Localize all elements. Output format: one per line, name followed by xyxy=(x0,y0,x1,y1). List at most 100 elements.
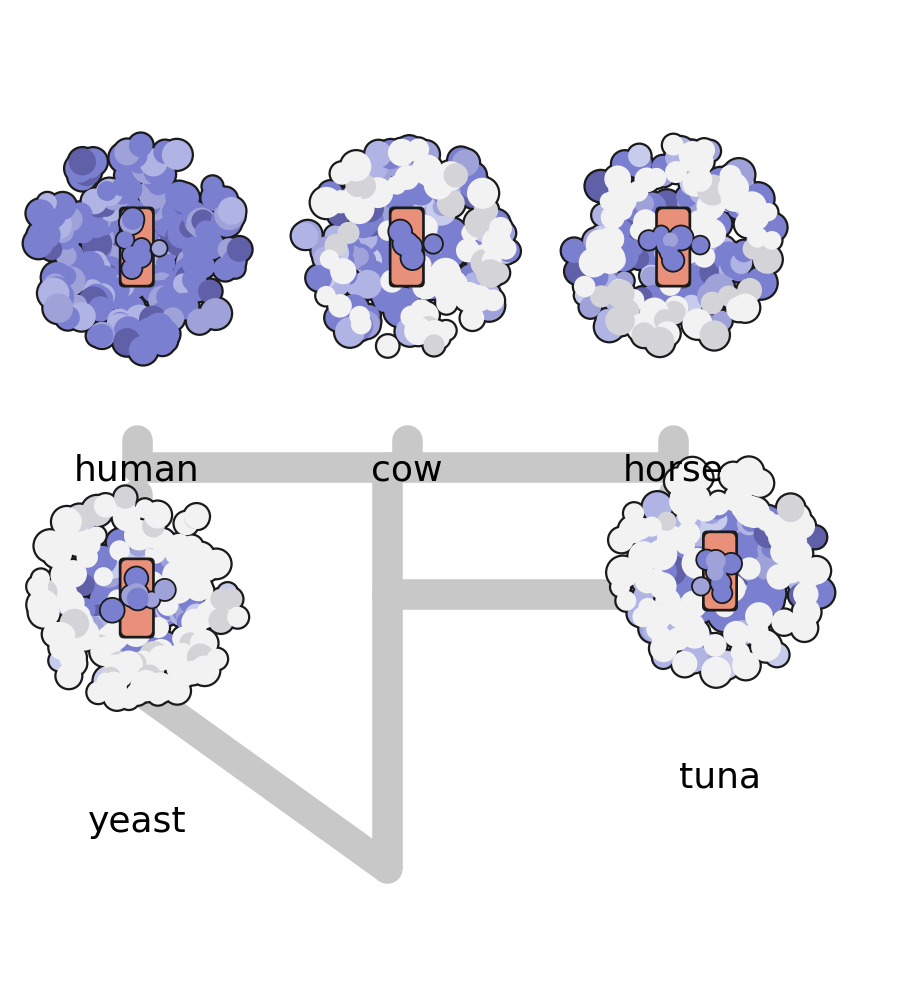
Circle shape xyxy=(672,200,696,223)
Circle shape xyxy=(702,576,722,594)
Circle shape xyxy=(361,255,390,284)
Circle shape xyxy=(595,313,624,341)
Circle shape xyxy=(734,592,758,616)
Circle shape xyxy=(736,652,759,674)
Circle shape xyxy=(410,152,445,187)
Circle shape xyxy=(177,630,203,657)
Circle shape xyxy=(706,537,737,568)
Circle shape xyxy=(626,142,652,169)
Circle shape xyxy=(406,140,428,162)
Circle shape xyxy=(80,277,104,302)
Circle shape xyxy=(706,507,733,535)
Circle shape xyxy=(678,642,710,674)
Circle shape xyxy=(743,618,770,645)
Circle shape xyxy=(57,591,81,616)
Circle shape xyxy=(586,171,616,202)
Circle shape xyxy=(392,288,419,316)
Circle shape xyxy=(672,261,705,294)
Circle shape xyxy=(226,259,245,278)
Circle shape xyxy=(419,168,439,187)
Circle shape xyxy=(654,226,669,241)
Circle shape xyxy=(105,248,133,276)
Circle shape xyxy=(99,256,122,279)
Circle shape xyxy=(396,197,417,218)
Circle shape xyxy=(675,567,695,586)
Circle shape xyxy=(406,195,440,228)
Circle shape xyxy=(421,247,449,274)
Circle shape xyxy=(86,267,119,300)
Circle shape xyxy=(341,182,365,205)
Circle shape xyxy=(663,250,683,271)
Circle shape xyxy=(145,543,166,564)
Circle shape xyxy=(697,174,728,206)
Circle shape xyxy=(676,186,698,208)
Circle shape xyxy=(112,137,142,168)
Circle shape xyxy=(102,243,125,267)
Circle shape xyxy=(778,558,804,584)
Circle shape xyxy=(687,580,710,602)
Circle shape xyxy=(117,177,142,202)
Circle shape xyxy=(710,567,739,595)
Circle shape xyxy=(632,322,656,347)
Circle shape xyxy=(139,229,171,261)
Circle shape xyxy=(392,230,418,257)
Circle shape xyxy=(645,258,673,286)
Circle shape xyxy=(373,245,399,271)
Circle shape xyxy=(41,209,74,241)
Circle shape xyxy=(91,263,119,291)
Circle shape xyxy=(472,252,494,274)
Circle shape xyxy=(182,601,211,630)
Circle shape xyxy=(645,191,676,223)
Circle shape xyxy=(46,620,77,652)
Circle shape xyxy=(480,210,508,237)
Circle shape xyxy=(112,576,130,594)
Circle shape xyxy=(724,159,754,190)
Circle shape xyxy=(77,154,104,181)
Circle shape xyxy=(697,569,724,595)
Circle shape xyxy=(660,299,688,326)
Circle shape xyxy=(92,664,126,698)
Circle shape xyxy=(423,263,442,282)
Circle shape xyxy=(25,220,57,251)
Circle shape xyxy=(583,228,609,254)
Circle shape xyxy=(696,557,726,588)
Circle shape xyxy=(630,565,662,596)
Circle shape xyxy=(689,235,716,262)
Circle shape xyxy=(620,287,646,314)
Circle shape xyxy=(147,215,178,246)
Circle shape xyxy=(698,318,731,352)
Circle shape xyxy=(30,568,52,589)
Circle shape xyxy=(687,525,716,555)
Circle shape xyxy=(63,263,90,291)
Circle shape xyxy=(312,264,338,291)
Circle shape xyxy=(122,597,148,623)
Circle shape xyxy=(678,617,712,651)
Circle shape xyxy=(144,592,159,607)
Circle shape xyxy=(86,254,113,282)
Circle shape xyxy=(742,497,769,525)
Circle shape xyxy=(62,621,88,647)
Circle shape xyxy=(668,481,703,516)
Circle shape xyxy=(134,205,153,224)
Circle shape xyxy=(152,543,178,569)
Circle shape xyxy=(756,510,778,531)
Circle shape xyxy=(698,254,732,290)
Circle shape xyxy=(605,233,641,269)
Circle shape xyxy=(88,297,113,321)
Circle shape xyxy=(69,621,99,651)
Circle shape xyxy=(742,553,769,582)
Circle shape xyxy=(90,597,126,633)
Circle shape xyxy=(744,585,765,606)
Circle shape xyxy=(463,231,482,251)
Circle shape xyxy=(649,242,682,276)
Circle shape xyxy=(104,209,130,235)
Circle shape xyxy=(651,256,670,276)
Circle shape xyxy=(744,228,770,253)
Circle shape xyxy=(70,572,97,598)
Circle shape xyxy=(404,137,430,164)
Circle shape xyxy=(54,304,82,331)
Circle shape xyxy=(140,560,165,584)
Circle shape xyxy=(590,225,616,251)
Circle shape xyxy=(103,606,130,634)
Circle shape xyxy=(25,586,61,623)
